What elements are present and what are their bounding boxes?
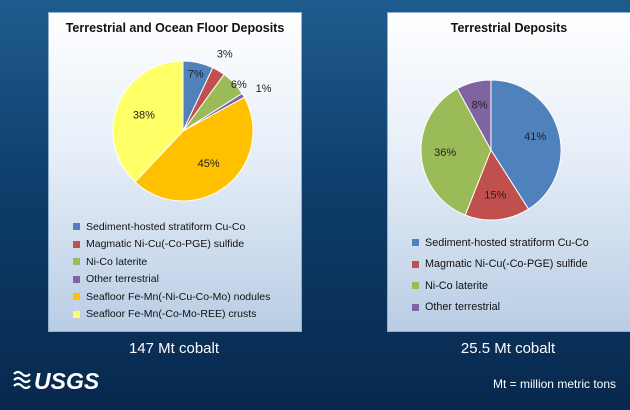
pie-data-label-1: 3% [217,48,233,60]
pie-data-label-1: 15% [484,190,506,202]
legend-label: Ni-Co laterite [425,279,488,292]
legend-label: Other terrestrial [425,301,500,314]
legend-swatch [412,303,419,311]
legend-label: Sediment-hosted stratiform Cu-Co [86,220,246,233]
legend-label: Sediment-hosted stratiform Cu-Co [425,236,589,249]
legend-item-1: Magmatic Ni-Cu(-Co-PGE) sulfide [73,236,270,254]
legend-label: Magmatic Ni-Cu(-Co-PGE) sulfide [425,258,588,271]
legend-swatch [73,293,80,301]
legend-label: Ni-Co laterite [86,255,148,268]
legend-swatch [73,275,80,283]
legend-swatch [73,223,80,231]
legend-swatch [412,260,419,268]
legend-item-0: Sediment-hosted stratiform Cu-Co [412,232,589,254]
pie-slice-5 [112,60,184,183]
pie-slice-1 [464,148,530,221]
svg-text:USGS: USGS [34,368,100,394]
pie-data-label-2: 36% [434,147,456,159]
total-label-terrestrial-and-ocean: 147 Mt cobalt [128,340,220,357]
legend-item-2: Ni-Co laterite [73,253,270,271]
pie-slice-3 [456,79,492,151]
legend-item-5: Seafloor Fe-Mn(-Co-Mo-REE) crusts [73,306,270,324]
legend-swatch [412,239,419,247]
chart-panel-terrestrial-and-ocean: Terrestrial and Ocean Floor Deposits 7% 3… [48,12,302,332]
pie-data-label-4: 45% [198,158,220,170]
pie-slice-4 [134,96,254,202]
pie-data-label-5: 38% [133,109,155,121]
pie-data-label-0: 41% [524,131,546,143]
chart-title: Terrestrial and Ocean Floor Deposits [65,21,285,35]
legend-item-2: Ni-Co laterite [412,275,589,297]
pie-slice-2 [420,87,492,216]
legend-item-0: Sediment-hosted stratiform Cu-Co [73,218,270,236]
chart-legend: Sediment-hosted stratiform Cu-Co Magmatic… [412,232,589,318]
usgs-logo: USGS [13,368,100,394]
legend-swatch [73,258,80,266]
pie-chart-terrestrial-and-ocean: 7% 3% 6% 1% 45% 38% [112,48,272,202]
legend-item-3: Other terrestrial [412,297,589,319]
legend-label: Magmatic Ni-Cu(-Co-PGE) sulfide [86,238,245,251]
legend-swatch [412,282,419,290]
legend-item-1: Magmatic Ni-Cu(-Co-PGE) sulfide [412,254,589,276]
chart-legend: Sediment-hosted stratiform Cu-Co Magmatic… [73,218,270,323]
legend-label: Seafloor Fe-Mn(-Ni-Cu-Co-Mo) nodules [86,290,271,303]
pie-data-label-0: 7% [188,68,204,80]
legend-item-3: Other terrestrial [73,271,270,289]
units-footnote: Mt = million metric tons [492,377,616,391]
pie-data-label-3: 8% [472,99,488,111]
legend-label: Seafloor Fe-Mn(-Co-Mo-REE) crusts [86,308,257,321]
legend-item-4: Seafloor Fe-Mn(-Ni-Cu-Co-Mo) nodules [73,288,270,306]
legend-swatch [73,310,80,318]
legend-swatch [73,240,80,248]
pie-chart-terrestrial: 41% 15% 36% 8% [420,79,562,221]
legend-label: Other terrestrial [86,273,159,286]
chart-panel-terrestrial: Terrestrial Deposits 41% 15% 36% 8% Sedimen… [387,12,630,332]
pie-data-label-2: 6% [231,79,247,91]
total-label-terrestrial: 25.5 Mt cobalt [460,340,556,357]
pie-data-label-3: 1% [256,83,272,95]
chart-title: Terrestrial Deposits [450,21,568,35]
